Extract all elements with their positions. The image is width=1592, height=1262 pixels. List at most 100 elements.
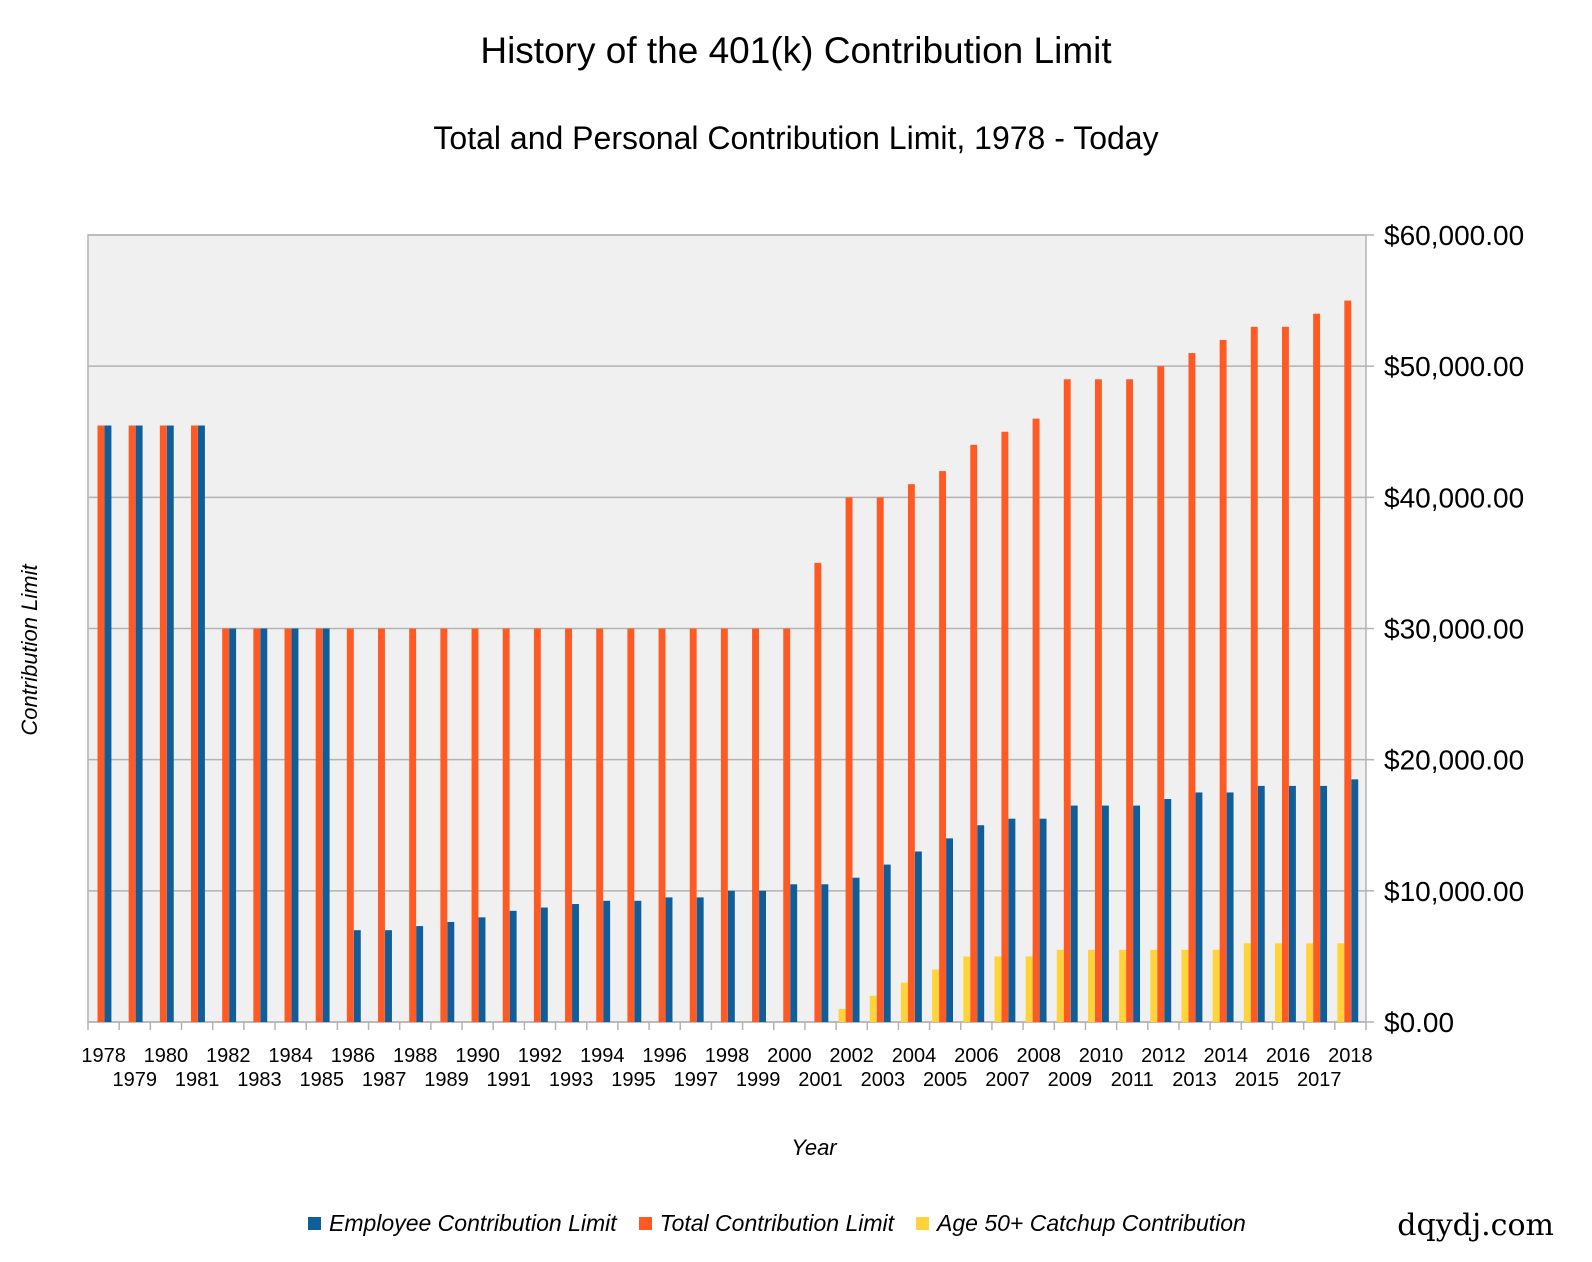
legend-item-total: Total Contribution Limit [638, 1210, 895, 1237]
bar-catchup-2012 [1150, 949, 1158, 1022]
legend: Employee Contribution Limit Total Contri… [308, 1210, 1246, 1237]
x-tick-label: 2000 [767, 1045, 812, 1067]
y-tick-label: $0.00 [1384, 1007, 1454, 1038]
legend-swatch-catchup [916, 1217, 930, 1230]
bar-employee-2007 [1008, 818, 1016, 1022]
bar-catchup-2006 [963, 956, 971, 1022]
bar-catchup-2018 [1337, 943, 1345, 1022]
bar-total-1995 [627, 628, 635, 1022]
bar-total-2008 [1032, 418, 1040, 1023]
y-tick-label: $50,000.00 [1384, 351, 1524, 382]
bar-employee-1996 [665, 897, 673, 1022]
bar-employee-2002 [852, 877, 860, 1022]
chart-title: History of the 401(k) Contribution Limit [480, 30, 1112, 71]
bar-total-2016 [1281, 326, 1289, 1023]
bar-total-2014 [1219, 339, 1227, 1022]
bar-catchup-2009 [1056, 949, 1064, 1022]
x-tick-label: 2008 [1016, 1045, 1061, 1067]
y-axis-title: Contribution Limit [17, 564, 42, 736]
legend-swatch-total [638, 1217, 652, 1230]
bar-catchup-2005 [932, 969, 940, 1022]
x-tick-label: 2016 [1266, 1045, 1311, 1067]
bar-catchup-2003 [869, 995, 877, 1022]
bar-catchup-2010 [1087, 949, 1095, 1022]
bar-catchup-2004 [900, 982, 908, 1022]
x-tick-label: 1978 [81, 1045, 126, 1067]
legend-item-employee: Employee Contribution Limit [308, 1210, 617, 1237]
bar-catchup-2015 [1243, 943, 1251, 1022]
bar-employee-1995 [634, 900, 642, 1022]
bar-total-2013 [1188, 353, 1196, 1022]
x-tick-label: 2001 [798, 1069, 843, 1091]
bar-catchup-2016 [1274, 943, 1282, 1022]
bar-total-1991 [502, 628, 510, 1022]
bar-employee-1988 [416, 926, 424, 1022]
bar-employee-1982 [229, 628, 237, 1022]
bar-total-1989 [440, 628, 448, 1022]
x-tick-label: 1979 [113, 1069, 158, 1091]
bar-employee-1991 [509, 910, 517, 1022]
watermark: dqydj.com [1397, 1208, 1554, 1243]
bar-employee-1993 [572, 904, 579, 1022]
bar-employee-1992 [540, 907, 548, 1022]
x-tick-label: 1993 [549, 1069, 594, 1091]
bar-employee-2010 [1101, 805, 1109, 1022]
bar-employee-2000 [790, 884, 798, 1022]
x-tick-label: 2012 [1141, 1045, 1186, 1067]
bar-total-1990 [471, 628, 479, 1022]
bar-employee-2008 [1039, 818, 1047, 1022]
bar-employee-1978 [104, 425, 112, 1022]
bar-total-2003 [876, 497, 884, 1022]
bar-employee-2017 [1320, 785, 1328, 1022]
bar-total-1994 [596, 628, 604, 1022]
x-tick-label: 2013 [1172, 1069, 1217, 1091]
x-tick-label: 2002 [829, 1045, 874, 1067]
legend-label-total: Total Contribution Limit [659, 1210, 895, 1236]
bar-employee-1989 [447, 921, 455, 1022]
bar-total-2007 [1001, 431, 1009, 1022]
x-tick-label: 2004 [892, 1045, 937, 1067]
bar-total-1998 [720, 628, 728, 1022]
bar-total-2017 [1313, 313, 1321, 1022]
bar-catchup-2008 [1025, 956, 1033, 1022]
x-tick-label: 1991 [487, 1069, 532, 1091]
x-tick-label: 2018 [1328, 1045, 1373, 1067]
y-tick-label: $60,000.00 [1384, 220, 1524, 251]
bar-employee-1999 [759, 890, 766, 1022]
x-tick-label: 1983 [237, 1069, 282, 1091]
bar-total-1982 [222, 628, 230, 1022]
bar-total-2010 [1094, 379, 1102, 1022]
bar-employee-1983 [260, 628, 268, 1022]
x-tick-label: 2017 [1297, 1069, 1342, 1091]
x-tick-label: 1995 [611, 1069, 656, 1091]
x-tick-label: 1990 [455, 1045, 500, 1067]
x-tick-label: 2007 [985, 1069, 1030, 1091]
bar-total-1988 [409, 628, 417, 1022]
bar-employee-2006 [977, 825, 985, 1022]
bar-total-1999 [752, 628, 759, 1022]
bar-employee-2015 [1257, 785, 1265, 1022]
bar-total-2001 [814, 562, 822, 1022]
bar-catchup-2011 [1119, 949, 1127, 1022]
bar-employee-1980 [166, 425, 174, 1022]
bar-total-1992 [533, 628, 541, 1022]
x-tick-label: 2009 [1048, 1069, 1093, 1091]
legend-label-catchup: Age 50+ Catchup Contribution [937, 1210, 1246, 1236]
x-tick-label: 1982 [206, 1045, 251, 1067]
bar-total-2006 [970, 444, 978, 1022]
y-tick-label: $40,000.00 [1384, 482, 1524, 513]
x-tick-label: 1999 [736, 1069, 781, 1091]
bar-employee-1994 [603, 900, 611, 1022]
bar-total-1979 [128, 425, 136, 1022]
bar-employee-1990 [478, 917, 486, 1022]
y-tick-label: $30,000.00 [1384, 614, 1524, 645]
bar-employee-1979 [135, 425, 143, 1022]
bar-total-1987 [378, 628, 385, 1022]
x-tick-label: 2006 [954, 1045, 999, 1067]
x-tick-label: 1994 [580, 1045, 625, 1067]
bar-employee-1984 [291, 628, 299, 1022]
bar-employee-1987 [385, 930, 392, 1022]
bar-total-2012 [1157, 366, 1165, 1023]
x-axis-title: Year [791, 1135, 837, 1160]
